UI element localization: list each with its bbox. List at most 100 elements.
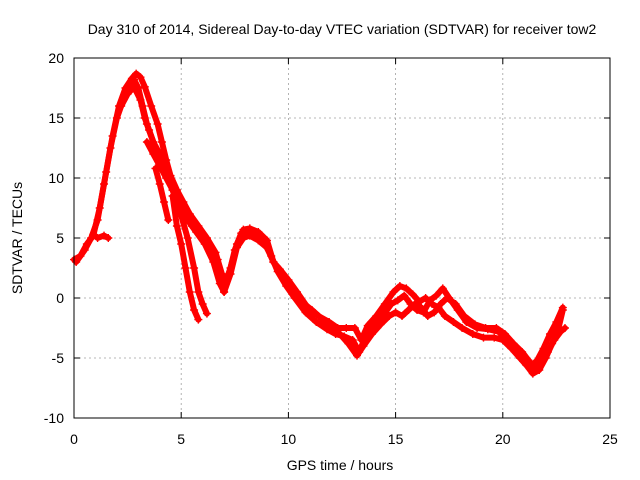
data-point <box>537 360 546 368</box>
data-point <box>539 344 548 353</box>
data-point <box>353 351 362 360</box>
data-point <box>543 348 552 356</box>
data-point <box>153 120 162 128</box>
data-point <box>368 330 377 338</box>
y-tick-label: -10 <box>44 410 64 426</box>
data-point <box>209 258 218 266</box>
data-point <box>550 336 559 344</box>
data-point <box>100 231 109 240</box>
data-point <box>395 282 404 290</box>
data-point <box>112 114 121 122</box>
data-point <box>342 324 351 332</box>
data-point <box>117 102 126 110</box>
data-point <box>220 288 229 296</box>
data-point <box>130 75 139 84</box>
data-point <box>481 324 490 332</box>
data-point <box>136 96 145 104</box>
x-tick-label: 15 <box>388 431 404 447</box>
data-point <box>312 318 321 326</box>
data-point <box>194 315 203 324</box>
data-point <box>215 279 224 288</box>
data-point <box>479 333 488 342</box>
data-point <box>130 82 139 91</box>
data-point <box>89 230 98 239</box>
x-tick-label: 5 <box>177 431 185 447</box>
data-point <box>190 264 199 272</box>
data-point <box>432 291 441 300</box>
data-point <box>545 330 554 338</box>
data-point <box>451 300 460 308</box>
y-tick-label: 15 <box>48 110 64 126</box>
data-point <box>181 264 190 272</box>
data-point <box>147 102 156 110</box>
data-point <box>307 306 316 314</box>
data-point <box>344 339 353 348</box>
data-point <box>417 303 426 312</box>
series-band <box>71 70 566 377</box>
data-point <box>140 82 149 91</box>
data-point <box>277 270 286 278</box>
series-arc-6 <box>168 192 203 324</box>
x-tick-label: 0 <box>70 431 78 447</box>
data-point <box>423 312 432 320</box>
data-point <box>172 222 181 230</box>
y-tick-label: 5 <box>56 230 64 246</box>
data-point <box>385 312 394 320</box>
data-point <box>93 216 102 224</box>
data-point <box>301 308 310 317</box>
data-point <box>391 308 400 317</box>
data-point <box>359 342 368 350</box>
data-point <box>190 306 199 314</box>
data-point <box>254 236 263 245</box>
data-point <box>438 284 447 293</box>
data-point <box>560 324 569 332</box>
data-point <box>490 333 499 342</box>
y-tick-label: 10 <box>48 170 64 186</box>
data-point <box>232 243 241 252</box>
data-point <box>162 174 171 182</box>
series-arc-4 <box>142 138 211 318</box>
data-point <box>183 234 192 242</box>
data-point <box>458 324 467 332</box>
data-point <box>425 296 434 305</box>
x-axis-label: GPS time / hours <box>287 457 394 473</box>
data-point <box>530 363 539 372</box>
data-point <box>245 231 254 240</box>
x-tick-label: 20 <box>495 431 511 447</box>
data-point <box>168 192 177 200</box>
data-point <box>524 356 533 365</box>
series-arc-5 <box>151 164 173 224</box>
data-point <box>237 229 246 238</box>
data-point <box>400 291 409 300</box>
data-point <box>192 228 201 236</box>
data-point <box>404 306 413 314</box>
data-point <box>402 284 411 293</box>
data-point <box>500 330 509 338</box>
y-tick-label: -5 <box>52 350 65 366</box>
data-point <box>436 300 445 308</box>
data-point <box>393 296 402 305</box>
y-tick-label: 20 <box>48 50 64 66</box>
data-point <box>198 300 207 308</box>
data-point <box>140 114 149 122</box>
data-point <box>327 322 336 331</box>
data-point <box>387 300 396 308</box>
data-point <box>376 320 385 329</box>
data-point <box>518 348 527 356</box>
data-point <box>262 243 271 252</box>
data-point <box>155 180 164 188</box>
data-point <box>350 324 359 332</box>
data-point <box>492 324 501 332</box>
data-point <box>239 234 248 242</box>
data-point <box>132 69 141 78</box>
data-point <box>335 330 344 338</box>
data-point <box>202 309 211 318</box>
data-point <box>194 288 203 296</box>
data-point <box>100 180 109 188</box>
data-point <box>460 312 469 320</box>
data-point <box>160 198 169 206</box>
data-point <box>164 216 173 224</box>
data-point <box>318 315 327 324</box>
axis-ticks: 0 5 10 15 20 25 -10 -5 0 5 10 15 20 <box>44 50 618 447</box>
y-tick-label: 0 <box>56 290 64 306</box>
